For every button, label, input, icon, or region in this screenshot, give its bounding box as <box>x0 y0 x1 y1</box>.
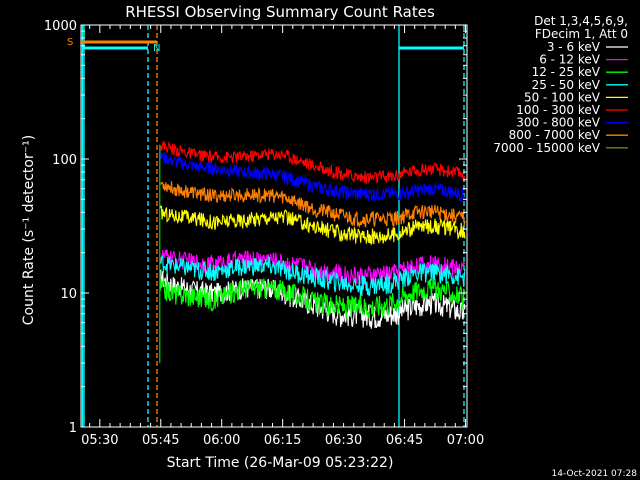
legend-header-line-1: Det 1,3,4,5,6,9, <box>534 14 628 28</box>
legend-entry-label: 3 - 6 keV <box>547 40 601 54</box>
legend-entry-label: 300 - 800 keV <box>516 116 600 130</box>
generation-timestamp: 14-Oct-2021 07:28 <box>552 469 638 479</box>
plot-frame <box>80 24 468 428</box>
y-tick-label: 1000 <box>44 19 77 34</box>
y-axis-label: Count Rate (s⁻¹ detector⁻¹) <box>21 135 37 325</box>
x-tick-label: 06:00 <box>203 433 240 448</box>
x-tick-label: 06:15 <box>264 433 301 448</box>
series-line-100-300-kev <box>159 140 466 185</box>
x-tick-label: 05:45 <box>142 433 179 448</box>
legend-entry-label: 12 - 25 keV <box>532 65 601 79</box>
axis-marks: 1 10 100 1000 05:30 05:45 06:00 06:15 06:30 06:45… <box>44 19 484 448</box>
legend-entry-label: 7000 - 15000 keV <box>493 141 600 155</box>
chart-title: RHESSI Observing Summary Count Rates <box>125 3 435 21</box>
x-tick-label: 06:45 <box>386 433 423 448</box>
saa-flag-label: S <box>67 37 73 48</box>
legend-entry-label: 100 - 300 keV <box>516 103 600 117</box>
legend-entry-label: 800 - 7000 keV <box>509 128 601 142</box>
series-line-300-800-kev <box>159 151 466 202</box>
y-tick-label: 100 <box>52 153 77 168</box>
y-tick-label: 10 <box>60 287 77 302</box>
plot-marks: SN <box>67 25 466 427</box>
series-line-3-6-kev <box>160 269 466 329</box>
series-line-12-25-kev <box>159 278 466 319</box>
series-line-800-7000-kev <box>160 181 466 229</box>
legend-entry-label: 25 - 50 keV <box>532 78 601 92</box>
x-tick-label: 06:30 <box>325 433 362 448</box>
series-line-50-100-kev <box>159 205 466 246</box>
x-tick-label: 05:30 <box>81 433 118 448</box>
series-line-25-50-kev <box>159 255 466 297</box>
legend-header-line-2: FDecim 1, Att 0 <box>535 27 628 41</box>
y-tick-label: 1 <box>69 421 77 436</box>
x-tick-label: 07:00 <box>447 433 484 448</box>
legend-entry-label: 50 - 100 keV <box>524 90 601 104</box>
legend-entry-label: 6 - 12 keV <box>539 53 601 67</box>
series-line-6-12-kev <box>159 249 466 285</box>
night-flag-label: N <box>153 43 160 54</box>
x-axis-label: Start Time (26-Mar-09 05:23:22) <box>167 455 394 471</box>
